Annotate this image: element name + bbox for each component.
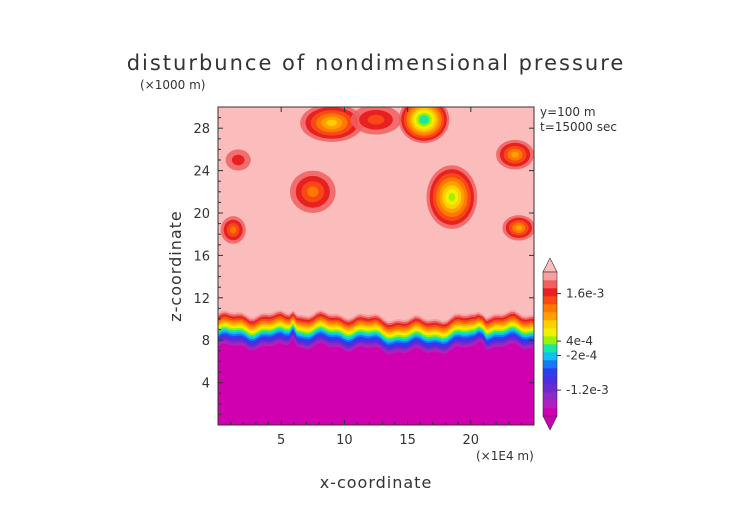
colorbar-segment	[543, 328, 557, 337]
colorbar-segment	[543, 320, 557, 329]
colorbar-segment	[543, 368, 557, 377]
patch-8-level-4	[511, 151, 519, 158]
surface-band-0	[218, 337, 534, 425]
x-tick-label: 5	[277, 433, 285, 448]
y-unit-label: (×1000 m)	[140, 78, 205, 92]
x-tick-label: 20	[463, 433, 480, 448]
colorbar-segment	[543, 272, 557, 281]
y-axis-label: z-coordinate	[166, 210, 185, 322]
patch-6-level-7	[448, 193, 456, 202]
colorbar-label: 4e-4	[566, 334, 593, 348]
x-unit-label: (×1E4 m)	[476, 449, 534, 463]
x-tick-label: 15	[399, 433, 416, 448]
colorbar-segment	[543, 304, 557, 313]
colorbar-segment	[543, 344, 557, 353]
colorbar-segment	[543, 376, 557, 385]
colorbar-label: -2e-4	[566, 349, 597, 363]
patch-5-level-9	[421, 117, 427, 123]
patch-4-level-2	[367, 114, 385, 125]
y-tick-label: 12	[193, 292, 210, 307]
patch-3-level-5	[326, 119, 338, 127]
colorbar-segment	[543, 336, 557, 345]
x-tick-label: 10	[336, 433, 353, 448]
colorbar-segment	[543, 360, 557, 369]
y-tick-label: 8	[202, 334, 210, 349]
colorbar-max-arrow	[542, 257, 558, 273]
colorbar-min-arrow	[542, 415, 558, 431]
chart-title: disturbunce of nondimensional pressure	[127, 51, 626, 75]
colorbar-segment	[543, 408, 557, 417]
patch-1-level-1	[231, 154, 245, 166]
colorbar-segment	[543, 352, 557, 361]
annotation-y: y=100 m	[540, 105, 596, 119]
plot-area	[218, 107, 534, 425]
x-axis-label: x-coordinate	[320, 473, 433, 492]
annotation-t: t=15000 sec	[540, 120, 617, 134]
y-tick-label: 24	[193, 165, 210, 180]
colorbar-segment	[543, 392, 557, 401]
colorbar-label: -1.2e-3	[566, 383, 609, 397]
colorbar-segment	[543, 312, 557, 321]
patch-7-level-4	[515, 225, 523, 231]
colorbar-label: 1.6e-3	[566, 287, 604, 301]
axes: 5 10 15 20 4 8 12 16 20 24 28	[193, 106, 535, 448]
colorbar-frame	[542, 271, 558, 417]
y-tick-label: 28	[193, 122, 210, 137]
colorbar-segment	[543, 384, 557, 393]
patch-0-level-3	[229, 226, 237, 234]
y-tick-label: 4	[202, 377, 210, 392]
y-tick-label: 20	[193, 207, 210, 222]
y-tick-label: 16	[193, 249, 210, 264]
colorbar-segment	[543, 280, 557, 289]
colorbar-segment	[543, 400, 557, 409]
colorbar-segment	[543, 296, 557, 305]
colorbar: 1.6e-3 4e-4-2e-4 -1.2e-3	[542, 257, 609, 431]
colorbar-segment	[543, 288, 557, 297]
patch-2-level-3	[307, 186, 319, 198]
